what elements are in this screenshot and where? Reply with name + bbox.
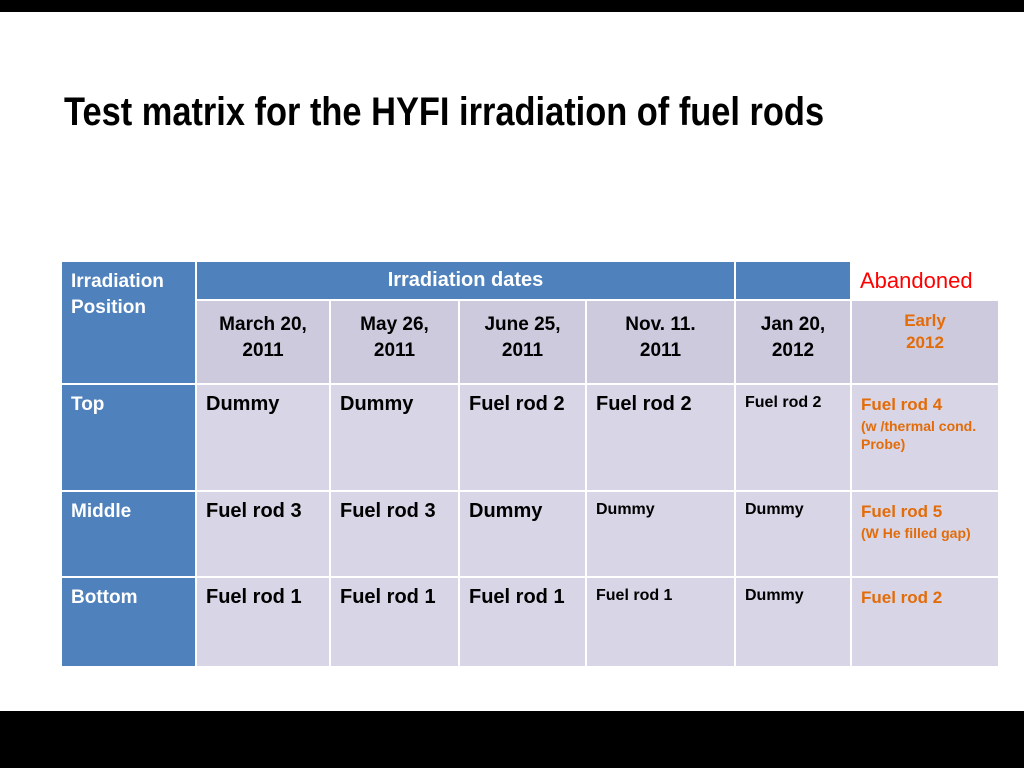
matrix-cell-middle-may: Fuel rod 3 <box>331 492 458 576</box>
matrix-cell-bottom-jan: Dummy <box>736 578 850 666</box>
matrix-cell-top-march: Dummy <box>197 385 329 490</box>
matrix-cell-top-may: Dummy <box>331 385 458 490</box>
fuel-rod-note: (w /thermal cond. Probe) <box>861 418 977 452</box>
corner-header-irradiation-position: Irradiation Position <box>62 262 195 383</box>
slide-title: Test matrix for the HYFI irradiation of … <box>64 90 825 134</box>
row-label-bottom: Bottom <box>62 578 195 666</box>
matrix-cell-middle-june: Dummy <box>460 492 585 576</box>
row-label-middle: Middle <box>62 492 195 576</box>
matrix-cell-middle-nov: Dummy <box>587 492 734 576</box>
test-matrix-table: Irradiation Position Irradiation dates A… <box>62 262 998 666</box>
matrix-cell-bottom-early: Fuel rod 2 <box>852 578 998 666</box>
fuel-rod-main: Fuel rod 2 <box>861 588 943 607</box>
matrix-cell-middle-jan: Dummy <box>736 492 850 576</box>
date-header-early-2012: Early 2012 <box>852 301 998 383</box>
date-header-march-20-2011: March 20, 2011 <box>197 301 329 383</box>
fuel-rod-main: Fuel rod 5 <box>861 502 943 521</box>
slide-canvas: Test matrix for the HYFI irradiation of … <box>0 12 1024 711</box>
matrix-cell-top-jan: Fuel rod 2 <box>736 385 850 490</box>
matrix-cell-middle-early: Fuel rod 5 (W He filled gap) <box>852 492 998 576</box>
fuel-rod-main: Fuel rod 4 <box>861 395 943 414</box>
matrix-cell-middle-march: Fuel rod 3 <box>197 492 329 576</box>
matrix-cell-bottom-may: Fuel rod 1 <box>331 578 458 666</box>
date-header-jan-20-2012: Jan 20, 2012 <box>736 301 850 383</box>
blank-header-cell <box>736 262 850 299</box>
matrix-cell-top-nov: Fuel rod 2 <box>587 385 734 490</box>
matrix-cell-bottom-nov: Fuel rod 1 <box>587 578 734 666</box>
matrix-cell-bottom-june: Fuel rod 1 <box>460 578 585 666</box>
letterbox-top <box>0 0 1024 12</box>
abandoned-label: Abandoned <box>852 262 998 299</box>
letterbox-bottom <box>0 711 1024 768</box>
date-header-nov-11-2011: Nov. 11. 2011 <box>587 301 734 383</box>
fuel-rod-note: (W He filled gap) <box>861 525 971 542</box>
matrix-cell-top-june: Fuel rod 2 <box>460 385 585 490</box>
irradiation-dates-group-header: Irradiation dates <box>197 262 734 299</box>
date-header-may-26-2011: May 26, 2011 <box>331 301 458 383</box>
matrix-cell-top-early: Fuel rod 4 (w /thermal cond. Probe) <box>852 385 998 490</box>
row-label-top: Top <box>62 385 195 490</box>
date-header-june-25-2011: June 25, 2011 <box>460 301 585 383</box>
matrix-cell-bottom-march: Fuel rod 1 <box>197 578 329 666</box>
